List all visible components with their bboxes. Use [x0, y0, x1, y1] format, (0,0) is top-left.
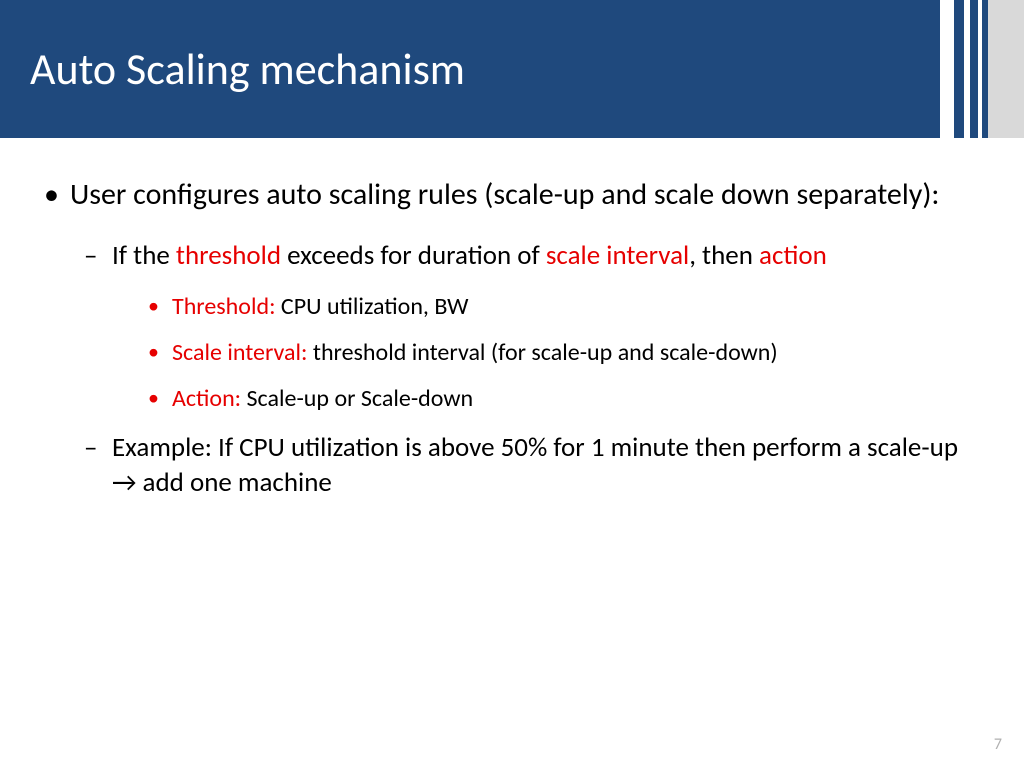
slide-body: User configures auto scaling rules (scal… [0, 138, 1024, 500]
highlight-text: Action: [172, 384, 247, 413]
bullet-level2: If the threshold exceeds for duration of… [82, 238, 984, 273]
highlight-text: Threshold: [172, 292, 281, 321]
bullet-level3: Scale interval: threshold interval (for … [148, 337, 984, 369]
stripe [988, 0, 1024, 138]
stripe [940, 0, 954, 138]
bullet-text: User configures auto scaling rules (scal… [70, 176, 939, 213]
bullet-level3: Action: Scale-up or Scale-down [148, 383, 984, 415]
text-part: threshold interval (for scale-up and sca… [313, 338, 778, 367]
highlight-text: scale interval [546, 239, 689, 272]
text-part: , then [689, 239, 759, 272]
header-stripes [940, 0, 1024, 138]
highlight-text: threshold [176, 239, 281, 272]
bullet-level1: User configures auto scaling rules (scal… [40, 176, 984, 214]
bullet-text: Example: If CPU utilization is above 50%… [112, 431, 958, 499]
stripe [970, 0, 978, 138]
text-part: exceeds for duration of [281, 239, 546, 272]
slide-title: Auto Scaling mechanism [30, 42, 465, 96]
highlight-text: action [759, 239, 827, 272]
bullet-level2: Example: If CPU utilization is above 50%… [82, 430, 984, 500]
text-part: If the [112, 239, 176, 272]
text-part: Scale-up or Scale-down [247, 384, 474, 413]
text-part: CPU utilization, BW [281, 292, 469, 321]
bullet-level3: Threshold: CPU utilization, BW [148, 291, 984, 323]
stripe [954, 0, 964, 138]
highlight-text: Scale interval: [172, 338, 313, 367]
slide-header: Auto Scaling mechanism [0, 0, 1024, 138]
page-number: 7 [994, 735, 1002, 754]
